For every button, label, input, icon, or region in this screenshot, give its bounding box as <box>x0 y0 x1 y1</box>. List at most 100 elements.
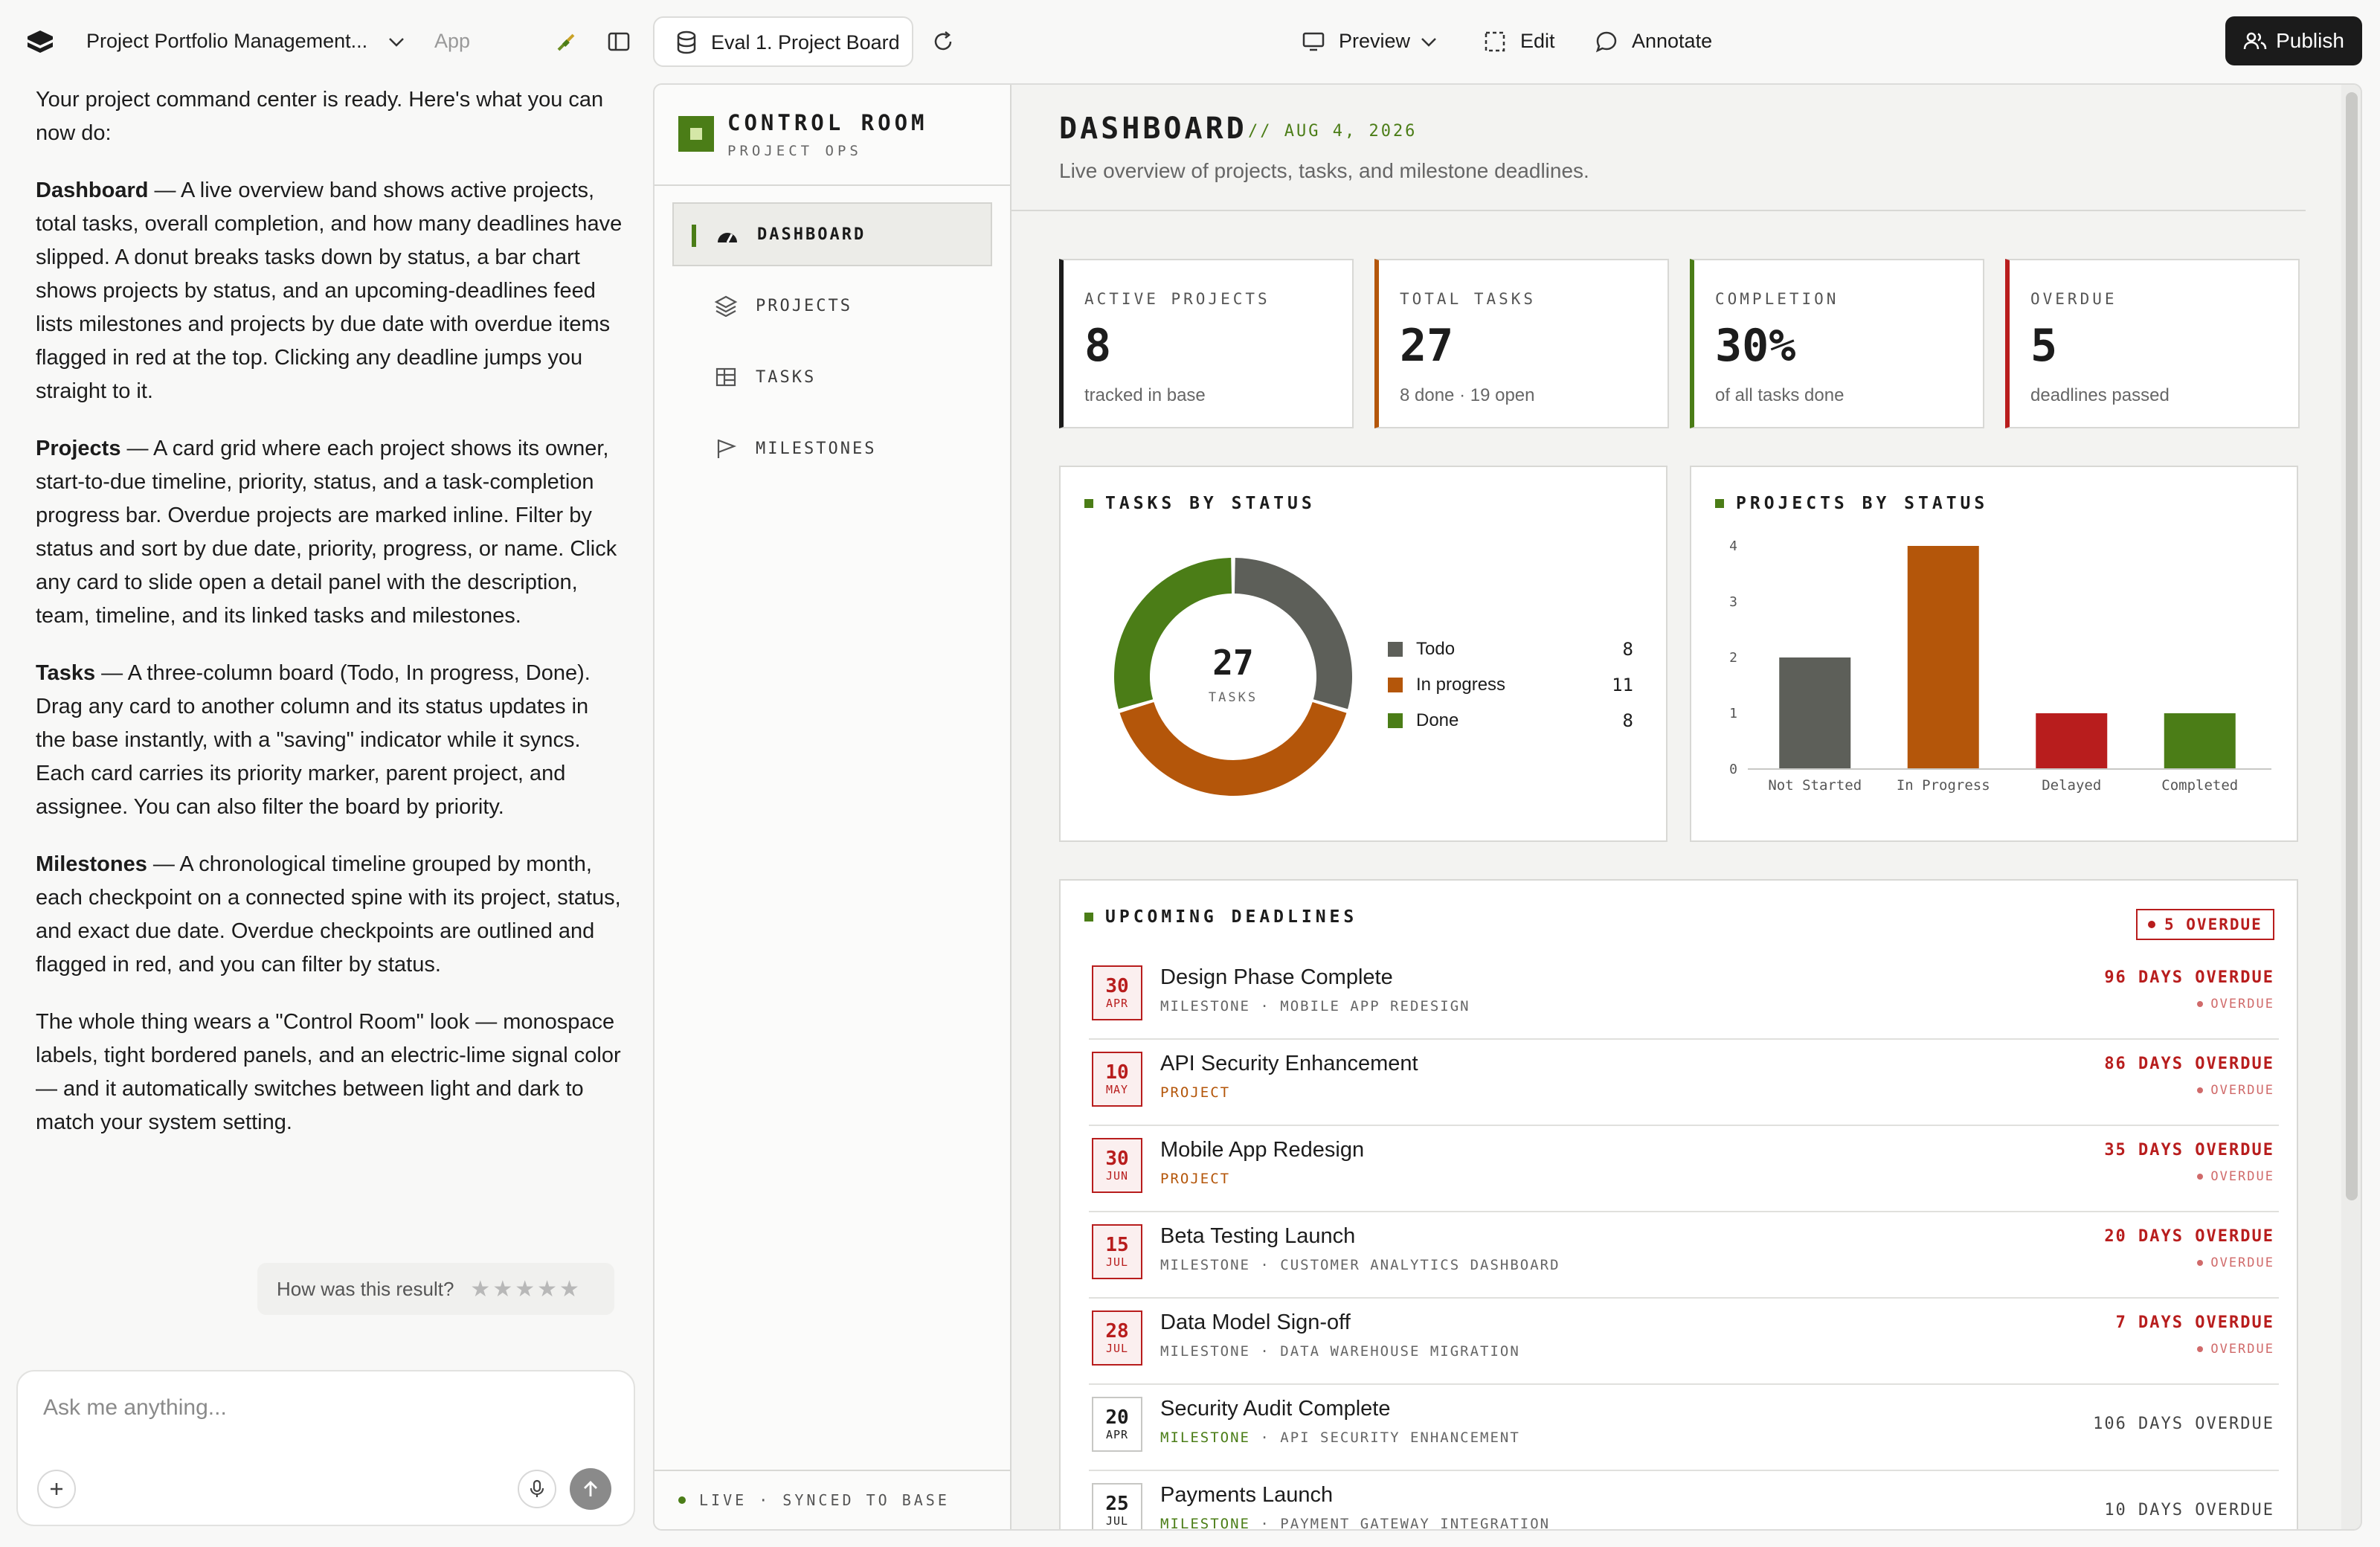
deadline-item[interactable]: 28 JUL Data Model Sign-off MILESTONE · DA… <box>1089 1299 2279 1385</box>
donut-slice-todo[interactable] <box>1234 558 1352 710</box>
section-title: Milestones <box>36 852 147 876</box>
monitor-icon[interactable] <box>1300 28 1327 55</box>
send-button[interactable] <box>570 1468 611 1510</box>
chevron-down-icon[interactable] <box>384 30 409 55</box>
deadline-status: 20 DAYS OVERDUE <box>2104 1227 2274 1246</box>
overdue-flag: OVERDUE <box>2197 997 2274 1012</box>
kpi-value: 27 <box>1400 320 1454 372</box>
tab-project-board[interactable]: Eval 1. Project Board <box>653 16 913 67</box>
edit-button[interactable]: Edit <box>1520 30 1555 52</box>
deadline-name: Beta Testing Launch <box>1160 1224 1356 1248</box>
deadline-status: 96 DAYS OVERDUE <box>2104 968 2274 987</box>
kpi-label: TOTAL TASKS <box>1400 290 1537 308</box>
calendar-date: 28 JUL <box>1092 1310 1142 1366</box>
edit-select-icon[interactable] <box>1482 28 1508 55</box>
users-icon <box>2243 32 2267 50</box>
sidebar-item-milestones[interactable]: MILESTONES <box>672 416 992 480</box>
deadline-item[interactable]: 15 JUL Beta Testing Launch MILESTONE · CU… <box>1089 1212 2279 1299</box>
sidebar-item-label: DASHBOARD <box>757 225 866 244</box>
comment-icon[interactable] <box>1593 28 1620 55</box>
deadline-item[interactable]: 30 JUN Mobile App Redesign PROJECT 35 DAY… <box>1089 1126 2279 1212</box>
legend-swatch <box>1388 642 1403 657</box>
deadline-meta: MILESTONE · DATA WAREHOUSE MIGRATION <box>1160 1343 1520 1360</box>
flag-icon <box>714 437 738 460</box>
chat-message: Your project command center is ready. He… <box>36 83 623 1163</box>
overdue-flag: OVERDUE <box>2197 1342 2274 1357</box>
app-preview: CONTROL ROOM PROJECT OPS DASHBOARD PROJE… <box>653 83 2362 1531</box>
x-tick-label: Delayed <box>2042 777 2101 794</box>
deadline-item[interactable]: 20 APR Security Audit Complete MILESTONE … <box>1089 1385 2279 1471</box>
publish-button[interactable]: Publish <box>2225 16 2362 65</box>
deadline-status: 86 DAYS OVERDUE <box>2104 1055 2274 1073</box>
sidebar-toggle-icon[interactable] <box>605 28 632 55</box>
calendar-date: 10 MAY <box>1092 1052 1142 1107</box>
chevron-down-icon[interactable] <box>1416 30 1441 55</box>
app-logo-icon[interactable] <box>25 27 55 57</box>
deadline-item[interactable]: 30 APR Design Phase Complete MILESTONE · … <box>1089 953 2279 1040</box>
deadline-meta: MILESTONE · PAYMENT GATEWAY INTEGRATION <box>1160 1516 1551 1531</box>
brush-icon[interactable] <box>553 28 580 55</box>
kpi-active-projects: ACTIVE PROJECTS 8 tracked in base <box>1059 259 1354 428</box>
kpi-overdue: OVERDUE 5 deadlines passed <box>2005 259 2300 428</box>
top-bar: Project Portfolio Management... App Eval… <box>0 0 2380 83</box>
legend-value: 8 <box>1622 639 1633 660</box>
page-header: DASHBOARD // AUG 4, 2026 Live overview o… <box>1012 85 2306 211</box>
kpi-subtext: of all tasks done <box>1715 385 1844 405</box>
page-subtitle: Live overview of projects, tasks, and mi… <box>1059 159 1589 182</box>
section-body: — A live overview band shows active proj… <box>36 178 623 403</box>
brand-title: CONTROL ROOM <box>727 110 928 135</box>
projects-bar-chart: 0 1 2 3 4 Not Started In Progress Delayed Comple… <box>1729 538 2271 794</box>
sidebar-item-tasks[interactable]: TASKS <box>672 345 992 409</box>
page-date: // AUG 4, 2026 <box>1248 122 1418 141</box>
annotate-button[interactable]: Annotate <box>1632 30 1713 52</box>
scrollbar-thumb[interactable] <box>2346 92 2358 1200</box>
calendar-date: 25 JUL <box>1092 1483 1142 1529</box>
chat-section-projects: Projects — A card grid where each projec… <box>36 432 623 633</box>
calendar-date: 15 JUL <box>1092 1224 1142 1279</box>
donut-slice-in-progress[interactable] <box>1119 701 1347 796</box>
sidebar-item-label: PROJECTS <box>756 296 852 315</box>
x-tick-label: In Progress <box>1897 777 1990 794</box>
sidebar-item-dashboard[interactable]: DASHBOARD <box>672 202 992 266</box>
donut-slice-done[interactable] <box>1114 558 1232 710</box>
chat-composer[interactable]: Ask me anything... <box>16 1370 635 1526</box>
calendar-date: 20 APR <box>1092 1397 1142 1452</box>
overdue-flag: OVERDUE <box>2197 1169 2274 1184</box>
kpi-label: ACTIVE PROJECTS <box>1084 290 1270 308</box>
y-tick-label: 1 <box>1729 706 1737 721</box>
rating-box: How was this result? ★★★★★ <box>257 1263 614 1315</box>
section-title: Tasks <box>36 661 96 685</box>
panel-title: PROJECTS BY STATUS <box>1715 494 1988 513</box>
sync-status: LIVE · SYNCED TO BASE <box>654 1470 1012 1529</box>
refresh-icon[interactable] <box>930 28 956 55</box>
microphone-button[interactable] <box>518 1470 556 1508</box>
kpi-subtext: 8 done · 19 open <box>1400 385 1535 405</box>
bar-not-started[interactable] <box>1779 657 1851 769</box>
add-attachment-button[interactable] <box>37 1470 76 1508</box>
bar-completed[interactable] <box>2164 713 2236 769</box>
deadline-status: 106 DAYS OVERDUE <box>2093 1415 2274 1433</box>
deadline-status: 10 DAYS OVERDUE <box>2104 1501 2274 1519</box>
donut-center-label: TASKS <box>1208 690 1258 705</box>
upcoming-deadlines-panel: UPCOMING DEADLINES 5 OVERDUE 30 APR Desig… <box>1059 879 2298 1531</box>
bar-in-progress[interactable] <box>1907 546 1979 769</box>
star-rating[interactable]: ★★★★★ <box>470 1276 582 1302</box>
chat-input[interactable]: Ask me anything... <box>43 1395 227 1420</box>
active-indicator <box>692 225 696 247</box>
legend-value: 11 <box>1612 675 1633 695</box>
project-title[interactable]: Project Portfolio Management... <box>86 30 368 52</box>
page-title: DASHBOARD <box>1059 112 1247 146</box>
deadline-item[interactable]: 25 JUL Payments Launch MILESTONE · PAYMEN… <box>1089 1471 2279 1531</box>
deadline-item[interactable]: 10 MAY API Security Enhancement PROJECT 8… <box>1089 1040 2279 1126</box>
brand-logo-icon <box>678 116 714 152</box>
gauge-icon <box>715 225 739 247</box>
preview-button[interactable]: Preview <box>1339 30 1411 52</box>
sidebar-item-label: MILESTONES <box>756 439 877 458</box>
app-label[interactable]: App <box>434 30 471 52</box>
deadline-name: Data Model Sign-off <box>1160 1310 1351 1334</box>
sidebar-item-projects[interactable]: PROJECTS <box>672 274 992 338</box>
calendar-date: 30 APR <box>1092 965 1142 1020</box>
bar-delayed[interactable] <box>2036 713 2108 769</box>
deadline-meta: MILESTONE · CUSTOMER ANALYTICS DASHBOARD <box>1160 1257 1560 1273</box>
kpi-total-tasks: TOTAL TASKS 27 8 done · 19 open <box>1374 259 1669 428</box>
